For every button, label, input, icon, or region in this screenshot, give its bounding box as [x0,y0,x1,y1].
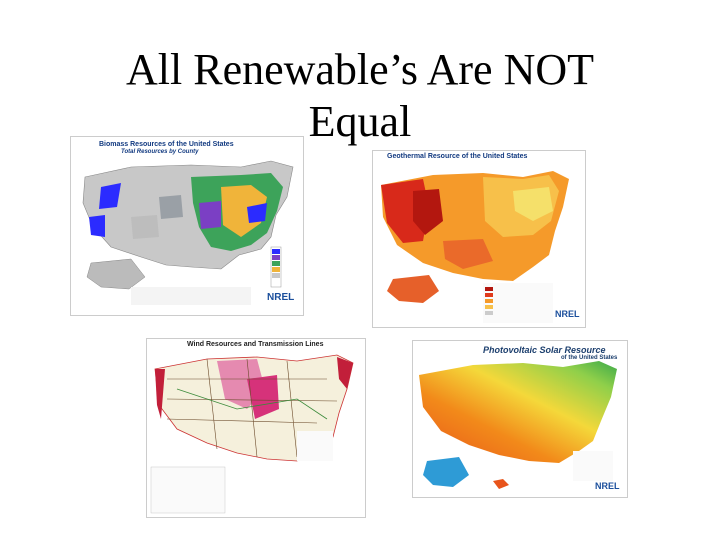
geothermal-map-graphic [373,151,585,327]
solar-nrel-logo: NREL [595,481,620,491]
wind-title: Wind Resources and Transmission Lines [187,341,324,348]
biomass-map: Biomass Resources of the United States T… [70,136,304,316]
wind-map: Wind Resources and Transmission Lines [146,338,366,518]
geothermal-map: Geothermal Resource of the United States… [372,150,586,328]
geothermal-nrel-logo: NREL [555,309,580,319]
biomass-nrel-logo: NREL [267,292,295,303]
biomass-subtitle: Total Resources by County [121,149,199,155]
solar-subtitle: of the United States [561,355,618,361]
geothermal-title: Geothermal Resource of the United States [387,153,528,160]
solar-title: Photovoltaic Solar Resource [483,345,606,355]
wind-map-graphic [147,339,365,517]
solar-map-graphic [413,341,627,497]
solar-map: Photovoltaic Solar Resource of the Unite… [412,340,628,498]
slide-title: All Renewable’s Are NOT Equal [126,45,594,146]
biomass-title: Biomass Resources of the United States [99,141,234,148]
biomass-map-graphic [71,137,303,315]
